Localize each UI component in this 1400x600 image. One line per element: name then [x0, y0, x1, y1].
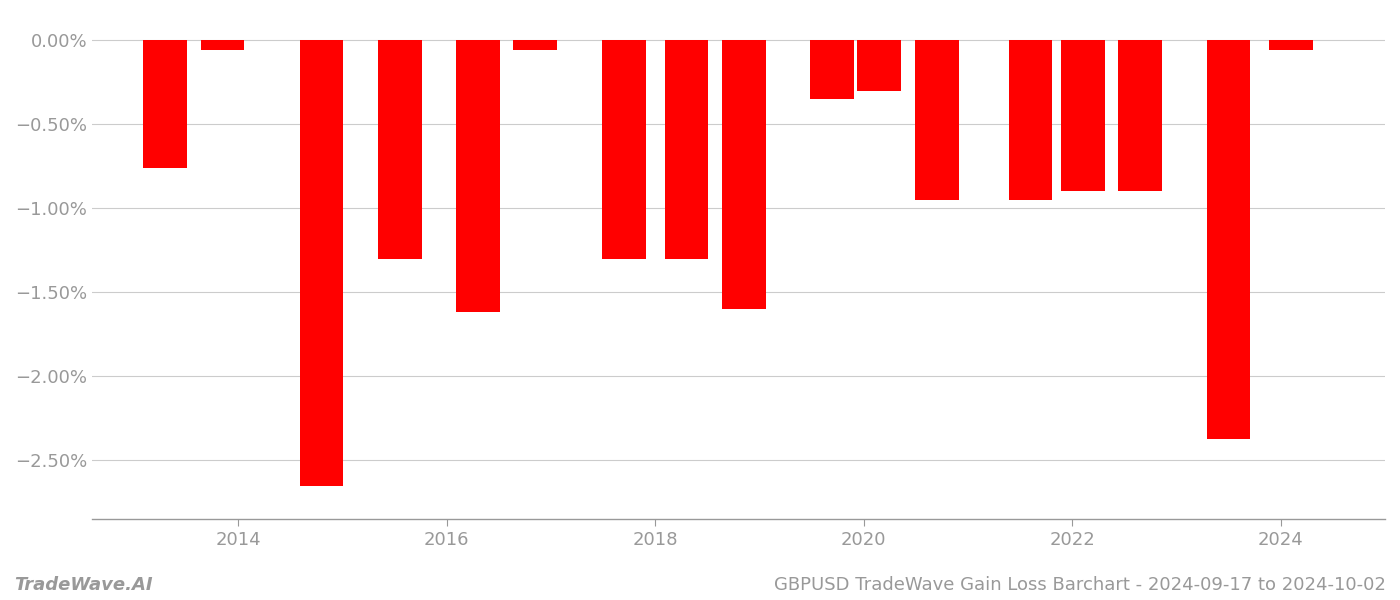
Bar — [378, 40, 421, 259]
Bar — [1008, 40, 1053, 200]
Bar — [914, 40, 959, 200]
Bar — [857, 40, 902, 91]
Bar — [200, 40, 245, 50]
Bar — [1270, 40, 1313, 50]
Bar — [665, 40, 708, 259]
Text: GBPUSD TradeWave Gain Loss Barchart - 2024-09-17 to 2024-10-02: GBPUSD TradeWave Gain Loss Barchart - 20… — [774, 576, 1386, 594]
Bar — [1061, 40, 1105, 191]
Bar — [811, 40, 854, 99]
Bar — [300, 40, 343, 485]
Bar — [456, 40, 500, 313]
Bar — [1207, 40, 1250, 439]
Bar — [602, 40, 645, 259]
Bar — [722, 40, 766, 309]
Text: TradeWave.AI: TradeWave.AI — [14, 576, 153, 594]
Bar — [143, 40, 188, 168]
Bar — [514, 40, 557, 50]
Bar — [1119, 40, 1162, 191]
